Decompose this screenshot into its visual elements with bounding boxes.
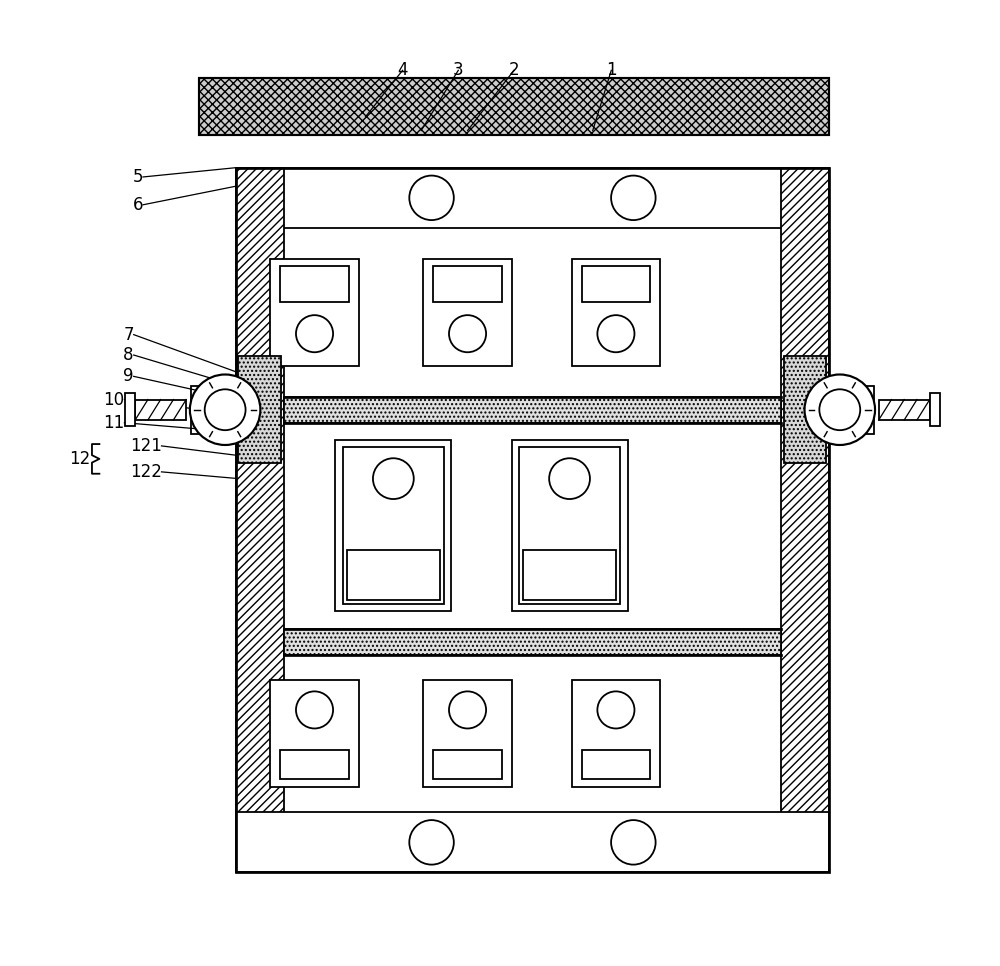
Bar	[125, 393, 135, 426]
Bar	[280, 267, 349, 301]
Bar	[191, 385, 236, 434]
Text: 5: 5	[132, 168, 143, 186]
Circle shape	[449, 315, 486, 353]
Bar	[270, 680, 359, 786]
Bar	[236, 168, 829, 872]
Bar	[199, 77, 829, 135]
Bar	[284, 629, 781, 655]
Bar	[199, 77, 829, 135]
Circle shape	[449, 692, 486, 728]
Text: 2: 2	[509, 61, 519, 79]
Bar	[423, 680, 512, 786]
Text: 9: 9	[123, 367, 134, 385]
Circle shape	[373, 458, 414, 499]
Text: 6: 6	[132, 196, 143, 213]
Bar	[512, 440, 628, 611]
Circle shape	[597, 692, 634, 728]
Bar	[572, 259, 660, 366]
Bar	[523, 551, 616, 600]
Bar	[335, 440, 451, 611]
Bar	[582, 267, 650, 301]
Circle shape	[296, 692, 333, 728]
Bar	[930, 393, 940, 426]
Bar	[433, 750, 502, 780]
Bar	[423, 259, 512, 366]
Circle shape	[819, 389, 860, 430]
Bar	[135, 400, 186, 420]
Bar	[879, 400, 930, 420]
Bar	[343, 447, 444, 604]
Bar	[236, 168, 284, 872]
Bar	[238, 356, 281, 463]
Circle shape	[611, 176, 656, 220]
Text: 12: 12	[69, 450, 90, 468]
Bar	[829, 385, 874, 434]
Text: 8: 8	[123, 346, 134, 364]
Bar	[433, 267, 502, 301]
Bar	[781, 168, 829, 872]
Circle shape	[549, 458, 590, 499]
Circle shape	[597, 315, 634, 353]
Circle shape	[409, 820, 454, 865]
Circle shape	[805, 375, 875, 445]
Text: 1: 1	[606, 61, 617, 79]
Circle shape	[205, 389, 246, 430]
Text: 7: 7	[123, 326, 134, 344]
Bar	[270, 259, 359, 366]
Text: 11: 11	[103, 413, 124, 432]
Text: 4: 4	[397, 61, 408, 79]
Bar	[347, 551, 440, 600]
Bar	[284, 397, 781, 423]
Bar	[784, 356, 826, 463]
Text: 3: 3	[453, 61, 464, 79]
Bar	[582, 750, 650, 780]
Bar	[572, 680, 660, 786]
Circle shape	[409, 176, 454, 220]
Bar	[284, 168, 781, 872]
Circle shape	[611, 820, 656, 865]
Bar	[199, 77, 829, 135]
Bar	[280, 750, 349, 780]
Bar	[236, 168, 829, 228]
Text: 121: 121	[130, 437, 162, 455]
Circle shape	[190, 375, 260, 445]
Bar	[236, 812, 829, 872]
Text: 10: 10	[103, 390, 124, 409]
Bar	[519, 447, 620, 604]
Text: 122: 122	[130, 463, 162, 481]
Circle shape	[296, 315, 333, 353]
